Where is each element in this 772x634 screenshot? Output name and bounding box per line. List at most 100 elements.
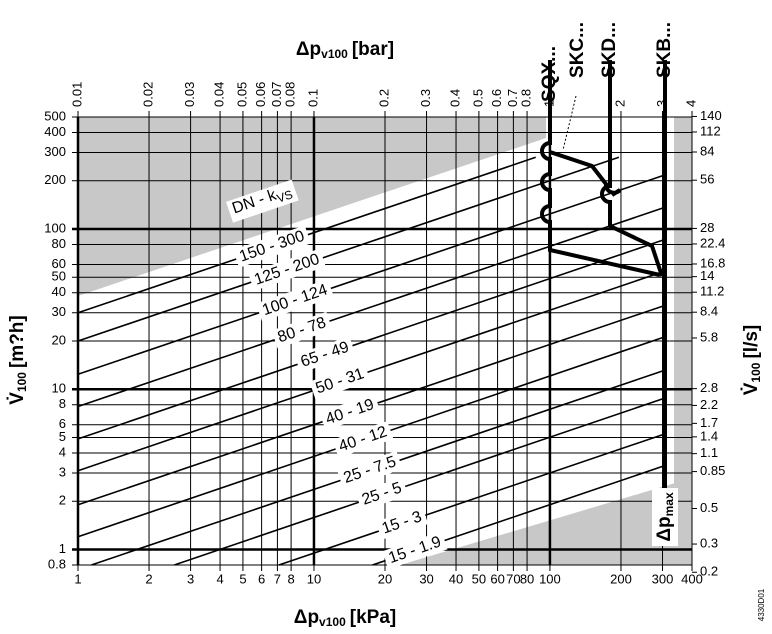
- curve-label: SQX...: [539, 46, 560, 102]
- gray-region: [78, 117, 546, 296]
- x-tick-label: 8: [287, 571, 294, 586]
- gray-region: [674, 117, 692, 484]
- y-tick-label: 5: [59, 429, 66, 444]
- left-axis-title: V̇100 [m?h]: [6, 315, 29, 404]
- leader-line: [562, 95, 577, 151]
- title-sub: v100: [321, 47, 348, 61]
- title-main: V̇: [740, 382, 762, 395]
- x2-tick-label: 0.04: [212, 82, 227, 107]
- x-tick-label: 40: [449, 571, 463, 586]
- x-tick-label: 80: [520, 571, 534, 586]
- y-tick-label: 30: [52, 304, 66, 319]
- title-unit: [bar]: [352, 39, 394, 60]
- x2-tick-label: 0.3: [418, 89, 433, 107]
- x-tick-label: 300: [652, 571, 674, 586]
- curve-label: SKB...: [654, 22, 675, 78]
- y-tick-label: 2: [59, 493, 66, 508]
- y2-tick-label: 16.8: [700, 255, 725, 270]
- bottom-axis-title: Δpv100 [kPa]: [294, 607, 396, 629]
- y-tick-label: 80: [52, 236, 66, 251]
- label-background: [332, 421, 394, 458]
- x2-tick-label: 3: [654, 100, 669, 107]
- skd-curve: [600, 60, 664, 277]
- x2-tick-label: 0.4: [447, 89, 462, 107]
- x2-tick-label: 0.08: [283, 82, 298, 107]
- title-sub: v100: [319, 615, 346, 629]
- x-tick-label: 30: [419, 571, 433, 586]
- x-tick-label: 60: [490, 571, 504, 586]
- y-tick-label: 50: [52, 269, 66, 284]
- x2-tick-label: 0.05: [234, 82, 249, 107]
- y2-tick-label: 1.4: [700, 428, 718, 443]
- y2-tick-label: 1.7: [700, 415, 718, 430]
- title-main: V̇: [6, 392, 28, 405]
- x-tick-label: 4: [216, 571, 223, 586]
- y-tick-label: 40: [52, 284, 66, 299]
- y2-tick-label: 5.8: [700, 329, 718, 344]
- x-tick-label: 70: [506, 571, 520, 586]
- label-background: [226, 179, 299, 223]
- x-tick-label: 7: [274, 571, 281, 586]
- max-label-sub: max: [662, 492, 676, 516]
- x2-tick-label: 0.03: [182, 82, 197, 107]
- series-line: [77, 239, 663, 440]
- x-tick-label: 50: [472, 571, 486, 586]
- title-unit: [l/s]: [741, 325, 762, 359]
- series-lines: [77, 156, 663, 566]
- y-tick-label: 60: [52, 256, 66, 271]
- y-tick-label: 20: [52, 332, 66, 347]
- x2-tick-label: 1: [541, 100, 556, 107]
- label-background: [355, 477, 409, 511]
- title-unit: [kPa]: [350, 607, 396, 628]
- x-tick-label: 6: [258, 571, 265, 586]
- x2-tick-label: 0.02: [140, 82, 155, 107]
- x-tick-label: 3: [187, 571, 194, 586]
- label-background: [271, 311, 333, 349]
- y2-tick-label: 0.3: [700, 535, 718, 550]
- y-tick-label: 6: [59, 416, 66, 431]
- y2-tick-label: 84: [700, 143, 714, 158]
- x2-tick-label: 0.06: [253, 82, 268, 107]
- y-tick-label: 200: [44, 172, 66, 187]
- y-tick-label: 300: [44, 144, 66, 159]
- x-tick-label: 400: [681, 571, 703, 586]
- series-line: [278, 433, 663, 566]
- x2-tick-label: 4: [683, 100, 698, 107]
- x-tick-label: 200: [610, 571, 632, 586]
- gray-region: [400, 478, 692, 565]
- x-tick-label: 10: [307, 571, 321, 586]
- y-tick-label: 4: [59, 444, 66, 459]
- y-tick-label: 10: [52, 381, 66, 396]
- label-background: [319, 393, 381, 431]
- label-background: [309, 363, 371, 400]
- title-main: Δp: [294, 607, 319, 628]
- y-tick-label: 1: [59, 541, 66, 556]
- label-background: [233, 225, 311, 268]
- y2-tick-label: 28: [700, 220, 714, 235]
- x2-tick-label: 0.7: [505, 89, 520, 107]
- title-main: Δp: [296, 39, 321, 60]
- curve-label: SKC...: [567, 22, 588, 78]
- label-background: [294, 336, 356, 374]
- label-background: [248, 248, 326, 291]
- series-line: [77, 271, 663, 472]
- y2-tick-label: 1.1: [700, 445, 718, 460]
- series-line: [77, 156, 620, 342]
- x2-tick-label: 0.1: [305, 89, 320, 107]
- title-sub: 100: [749, 362, 763, 382]
- y2-tick-label: 2.2: [700, 397, 718, 412]
- header-sub: VS: [275, 187, 295, 205]
- label-background: [382, 531, 448, 570]
- series-line: [77, 174, 663, 376]
- series-line: [77, 207, 663, 408]
- skc-curve: [549, 150, 622, 197]
- y2-tick-label: 2.8: [700, 380, 718, 395]
- y2-tick-label: 0.2: [700, 564, 718, 579]
- y-tick-label: 400: [44, 124, 66, 139]
- label-background: [337, 451, 403, 490]
- x-tick-label: 100: [539, 571, 561, 586]
- x-tick-label: 20: [378, 571, 392, 586]
- y2-tick-label: 11.2: [700, 284, 724, 299]
- y-tick-label: 0.8: [48, 556, 66, 571]
